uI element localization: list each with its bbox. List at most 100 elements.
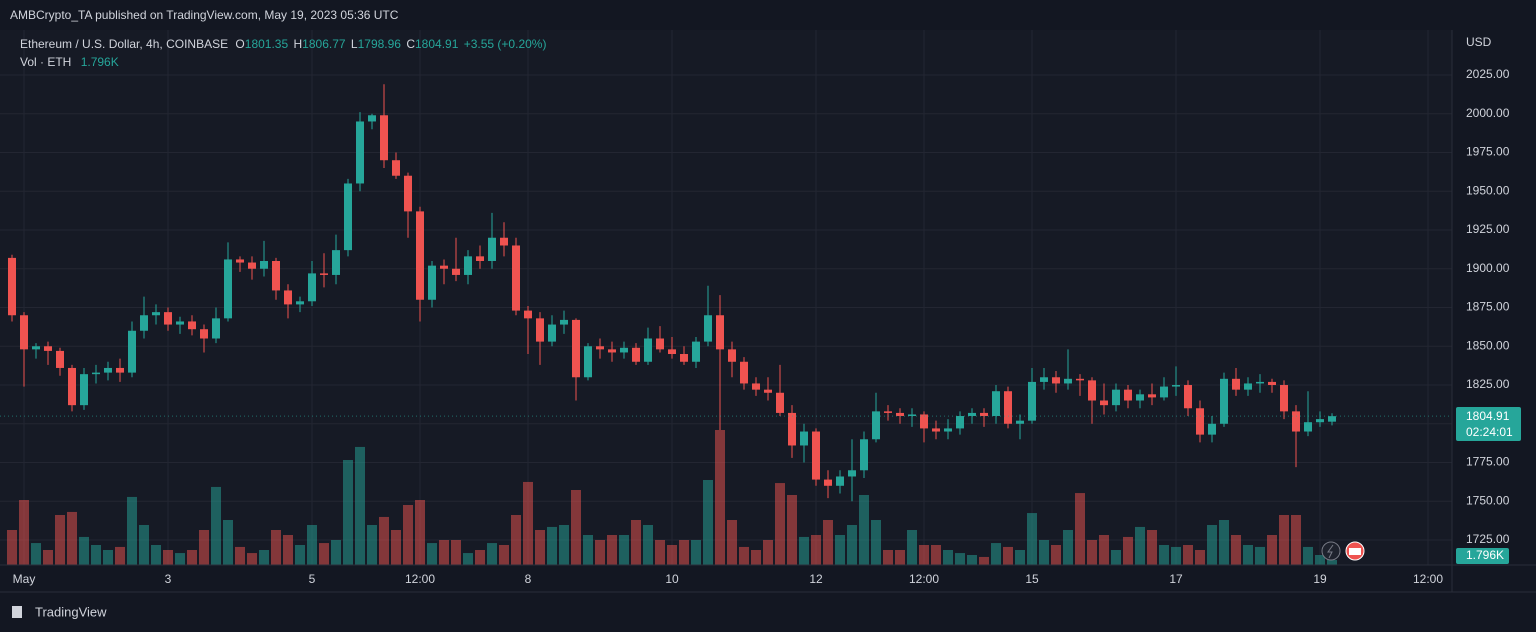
published-line: AMBCrypto_TA published on TradingView.co… bbox=[10, 8, 399, 22]
candle-body bbox=[176, 321, 184, 325]
volume-bar bbox=[1111, 550, 1121, 565]
x-tick-label: 12:00 bbox=[909, 572, 939, 586]
candle-body bbox=[164, 312, 172, 325]
volume-bar bbox=[343, 460, 353, 565]
candle-body bbox=[740, 361, 748, 384]
volume-bar bbox=[871, 520, 881, 565]
volume-bar bbox=[1207, 525, 1217, 565]
candle-body bbox=[44, 346, 52, 351]
candle-body bbox=[56, 350, 64, 368]
candle-body bbox=[536, 318, 544, 342]
candle-body bbox=[1040, 377, 1048, 382]
volume-bar bbox=[463, 553, 473, 565]
candle-body bbox=[980, 412, 988, 417]
volume-bar bbox=[667, 545, 677, 565]
candle-body bbox=[572, 319, 580, 378]
candle-body bbox=[500, 237, 508, 246]
x-tick-label: 8 bbox=[525, 572, 532, 586]
volume-bar bbox=[175, 553, 185, 565]
candle-body bbox=[344, 183, 352, 251]
volume-bar bbox=[811, 535, 821, 565]
candle-body bbox=[92, 372, 100, 375]
legend-value: 1804.91 bbox=[415, 37, 459, 51]
x-tick-label: 10 bbox=[665, 572, 679, 586]
candle-body bbox=[368, 115, 376, 122]
volume-bar bbox=[127, 496, 137, 565]
volume-bar bbox=[79, 536, 89, 565]
legend-key: O bbox=[235, 37, 244, 51]
volume-bar bbox=[427, 543, 437, 565]
volume-bar bbox=[19, 500, 29, 565]
candle-body bbox=[296, 301, 304, 305]
volume-bar bbox=[283, 535, 293, 565]
volume-bar bbox=[1147, 530, 1157, 565]
y-tick-label: 1875.00 bbox=[1466, 300, 1510, 314]
candle-body bbox=[236, 259, 244, 263]
alert-icon[interactable] bbox=[1321, 541, 1341, 561]
volume-bar bbox=[763, 540, 773, 565]
legend-key: H bbox=[294, 37, 303, 51]
volume-bar bbox=[787, 495, 797, 565]
x-tick-label: 12:00 bbox=[1413, 572, 1443, 586]
volume-bar bbox=[1015, 550, 1025, 565]
candle-body bbox=[908, 414, 916, 417]
volume-bar bbox=[1291, 515, 1301, 565]
volume-bar bbox=[1303, 546, 1313, 565]
volume-bar bbox=[691, 540, 701, 565]
volume-bar bbox=[331, 540, 341, 565]
candle-body bbox=[1100, 400, 1108, 406]
candle-body bbox=[560, 319, 568, 325]
candle-body bbox=[668, 349, 676, 355]
x-tick-label: May bbox=[13, 572, 36, 586]
candle-body bbox=[512, 245, 520, 311]
volume-bar bbox=[859, 495, 869, 565]
y-tick-label: 1775.00 bbox=[1466, 455, 1510, 469]
candle-body bbox=[608, 349, 616, 353]
alert-glyph bbox=[1327, 544, 1334, 559]
volume-bar bbox=[823, 520, 833, 565]
candle-body bbox=[248, 262, 256, 269]
y-tick-label: 1850.00 bbox=[1466, 338, 1510, 352]
volume-last-label: 1.796K bbox=[1466, 548, 1504, 562]
volume-bar bbox=[1195, 550, 1205, 565]
y-tick-label: 1725.00 bbox=[1466, 532, 1510, 546]
candle-body bbox=[8, 257, 16, 316]
candle-body bbox=[1052, 377, 1060, 384]
legend-value: 1801.35 bbox=[245, 37, 289, 51]
volume-bar bbox=[1315, 555, 1325, 565]
volume-bar bbox=[67, 511, 77, 565]
candle-body bbox=[380, 115, 388, 161]
volume-legend: Vol · ETH 1.796K bbox=[20, 55, 119, 69]
volume-bar bbox=[259, 550, 269, 565]
x-tick-label: 5 bbox=[309, 572, 316, 586]
volume-bar bbox=[703, 480, 713, 565]
candle-body bbox=[944, 428, 952, 432]
candle-body bbox=[584, 346, 592, 378]
volume-bar bbox=[835, 535, 845, 565]
volume-bar bbox=[1039, 540, 1049, 565]
y-tick-label: 1950.00 bbox=[1466, 183, 1510, 197]
volume-value: 1.796K bbox=[81, 55, 119, 69]
candle-body bbox=[308, 273, 316, 302]
candle-body bbox=[1112, 389, 1120, 406]
volume-bar bbox=[499, 545, 509, 565]
volume-bar bbox=[151, 545, 161, 565]
volume-bar bbox=[295, 545, 305, 565]
price-label-box bbox=[1456, 407, 1521, 441]
x-tick-label: 12 bbox=[809, 572, 823, 586]
volume-bar bbox=[1027, 513, 1037, 565]
y-tick-label: 2000.00 bbox=[1466, 106, 1510, 120]
volume-bar bbox=[1159, 545, 1169, 565]
candle-body bbox=[404, 175, 412, 212]
volume-bar bbox=[139, 525, 149, 565]
candles bbox=[0, 84, 1452, 502]
volume-bar bbox=[475, 550, 485, 565]
volume-bar bbox=[847, 525, 857, 565]
volume-bar bbox=[715, 430, 725, 565]
candle-body bbox=[224, 259, 232, 319]
volume-bar bbox=[211, 486, 221, 565]
volume-bar bbox=[643, 525, 653, 565]
volume-bar bbox=[1243, 545, 1253, 565]
volume-bar bbox=[1267, 535, 1277, 565]
candle-body bbox=[848, 470, 856, 477]
